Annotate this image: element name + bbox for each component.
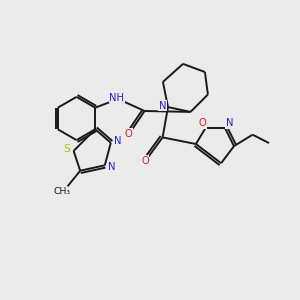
Text: N: N	[108, 162, 115, 172]
Text: O: O	[141, 156, 149, 166]
Text: O: O	[199, 118, 206, 128]
Text: N: N	[114, 136, 121, 146]
Text: S: S	[64, 144, 70, 154]
Text: NH: NH	[109, 93, 124, 103]
Text: N: N	[226, 118, 233, 128]
Text: CH₃: CH₃	[53, 187, 70, 196]
Text: N: N	[159, 100, 166, 111]
Text: O: O	[124, 129, 132, 139]
